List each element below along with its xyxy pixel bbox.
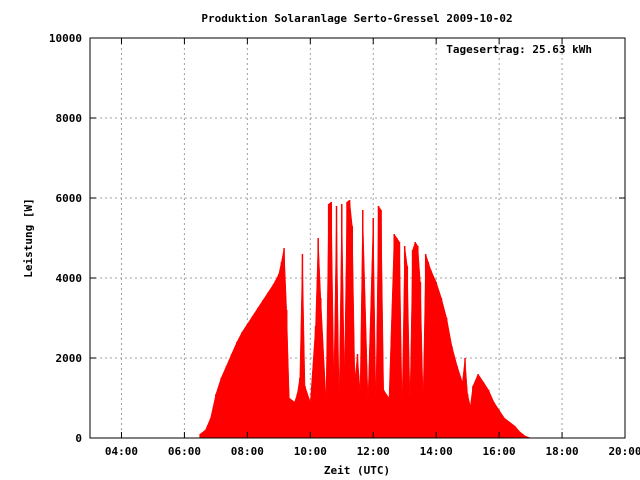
x-tick-label: 10:00 <box>294 445 327 458</box>
x-tick-label: 14:00 <box>420 445 453 458</box>
y-tick-label: 6000 <box>56 192 83 205</box>
production-area <box>199 199 531 439</box>
y-tick-label: 8000 <box>56 112 83 125</box>
y-tick-label: 2000 <box>56 352 83 365</box>
x-axis-label: Zeit (UTC) <box>324 464 390 477</box>
chart-title: Produktion Solaranlage Serto-Gressel 200… <box>201 12 512 25</box>
y-axis-label: Leistung [W] <box>22 198 35 277</box>
x-tick-label: 04:00 <box>105 445 138 458</box>
x-tick-label: 06:00 <box>168 445 201 458</box>
x-axis: 04:00 06:00 08:00 10:00 12:00 14:00 16:00 18:00… <box>105 38 640 458</box>
y-tick-label: 4000 <box>56 272 83 285</box>
x-tick-label: 18:00 <box>545 445 578 458</box>
x-tick-label: 20:00 <box>608 445 640 458</box>
x-tick-label: 08:00 <box>231 445 264 458</box>
production-series <box>199 199 531 439</box>
daily-yield-annotation: Tagesertrag: 25.63 kWh <box>446 43 592 56</box>
y-axis: 0 2000 4000 6000 8000 10000 <box>49 32 625 445</box>
x-tick-label: 16:00 <box>483 445 516 458</box>
y-tick-label: 10000 <box>49 32 82 45</box>
x-tick-label: 12:00 <box>357 445 390 458</box>
plot-frame <box>89 37 626 439</box>
y-tick-label: 0 <box>75 432 82 445</box>
